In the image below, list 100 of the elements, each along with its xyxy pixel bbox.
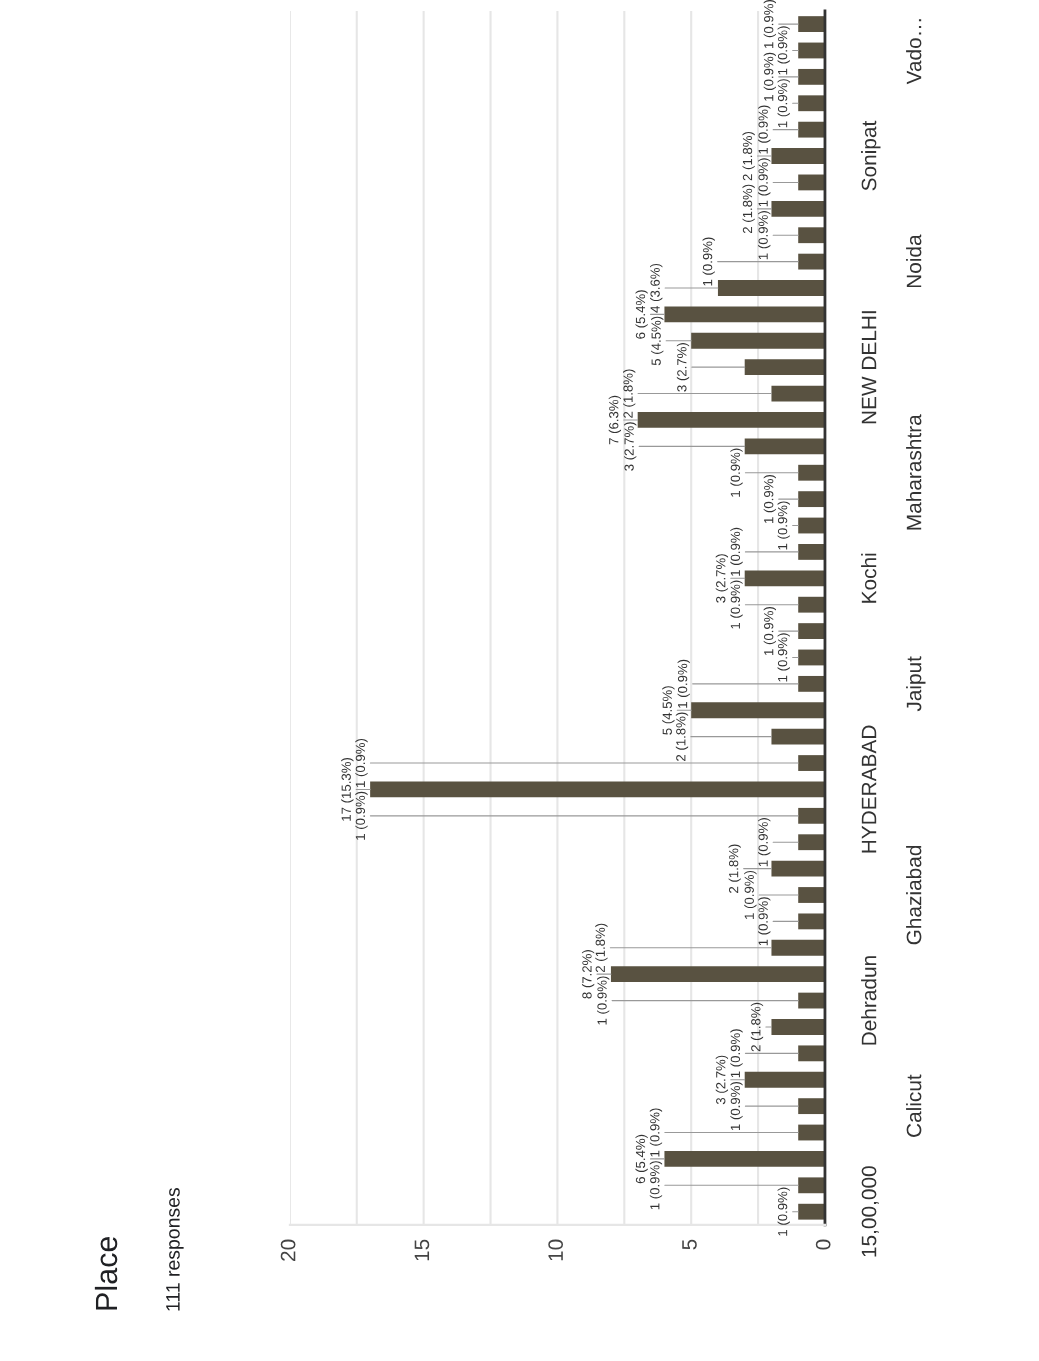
data-label: 1 (0.9%): [777, 26, 790, 75]
data-label: 1 (0.9%): [730, 448, 743, 497]
x-tick-label: 20: [280, 1239, 296, 1261]
data-label: 1 (0.9%): [777, 79, 790, 128]
data-label: 2 (1.8%): [750, 1002, 764, 1052]
data-label: 2 (1.8%): [623, 369, 636, 418]
y-tick-label: NEW DELHI: [861, 311, 877, 424]
bar: [798, 95, 825, 112]
y-tick-label: HYDERABAD: [861, 725, 877, 853]
bar: [798, 517, 825, 534]
y-tick-label: 15,00,000: [861, 1166, 879, 1257]
bar: [798, 464, 825, 481]
data-label: 1 (0.9%): [758, 158, 771, 207]
x-tick-label: 5: [682, 1239, 697, 1250]
bar: [798, 491, 825, 508]
data-label: 1 (0.9%): [597, 976, 610, 1025]
y-tick-label: Calicut: [906, 1074, 922, 1137]
data-label: 1 (0.9%): [763, 606, 776, 656]
data-label: 8 (7.2%): [581, 950, 595, 999]
bar: [798, 16, 825, 32]
y-tick-label: Sonipat: [861, 120, 881, 191]
data-label: 6 (5.4%): [635, 1134, 648, 1184]
bar: [798, 1177, 825, 1194]
data-label: 2 (1.8%): [675, 712, 689, 761]
bar: [771, 860, 825, 877]
bar: [798, 253, 825, 270]
bar: [691, 332, 825, 349]
x-tick-label: 0: [815, 1239, 831, 1250]
bar: [744, 359, 825, 376]
data-label: 6 (5.4%): [635, 290, 648, 339]
bar: [637, 412, 825, 428]
data-label: 1 (0.9%): [758, 105, 771, 154]
bar: [798, 1203, 825, 1220]
bar: [744, 570, 825, 587]
bar: [798, 887, 825, 903]
data-label: 4 (3.6%): [650, 263, 663, 313]
data-label: 1 (0.9%): [758, 818, 771, 867]
bar: [771, 200, 825, 217]
data-label: 1 (0.9%): [777, 501, 790, 550]
bar: [771, 728, 825, 745]
data-label: 1 (0.9%): [730, 1082, 743, 1131]
y-tick-label: Noida: [906, 234, 922, 288]
bar: [664, 1151, 825, 1167]
bar: [717, 280, 825, 296]
bar: [798, 1124, 825, 1141]
data-label: 1 (0.9%): [730, 527, 743, 576]
bar: [798, 227, 825, 244]
data-label: 1 (0.9%): [777, 633, 790, 682]
bar: [744, 1071, 825, 1088]
data-label: 2 (1.8%): [728, 844, 741, 893]
bar: [798, 755, 825, 771]
bar: [798, 675, 825, 692]
y-tick-label: Kochi: [861, 553, 877, 603]
bar: [798, 1045, 825, 1062]
bar: [798, 42, 825, 59]
bar: [691, 702, 825, 719]
text: Place: [94, 1236, 118, 1310]
y-tick-label: Dehradun: [861, 956, 877, 1045]
data-label: 5 (4.5%): [662, 686, 675, 735]
bar: [771, 939, 825, 956]
y-tick-label: Ghaziabad: [906, 845, 922, 945]
y-tick-label: Vado…: [906, 19, 922, 85]
data-label: 2 (1.8%): [595, 923, 608, 973]
data-label: 1 (0.9%): [763, 475, 776, 524]
y-tick-label: Jaiput: [906, 656, 926, 712]
bar: [798, 623, 825, 640]
y-tick-label: Maharashtra: [906, 414, 922, 530]
data-label: 1 (0.9%): [649, 1161, 663, 1210]
bar: [610, 966, 825, 983]
data-label: 1 (0.9%): [355, 738, 368, 787]
bar: [771, 148, 825, 164]
bar: [744, 438, 825, 455]
bar: [798, 596, 825, 613]
bar: [771, 385, 825, 402]
data-label: 5 (4.5%): [651, 316, 664, 366]
bar: [798, 913, 825, 930]
x-tick-label: 15: [414, 1239, 430, 1261]
data-label: 1 (0.9%): [763, 52, 776, 101]
data-label: 3 (2.7%): [676, 343, 690, 392]
data-label: 1 (0.9%): [355, 791, 368, 840]
data-label: 3 (2.7%): [715, 1055, 729, 1105]
data-label: 1 (0.9%): [730, 1029, 743, 1078]
bar: [798, 121, 825, 138]
bar: [798, 834, 825, 851]
data-label: 1 (0.9%): [758, 211, 771, 260]
bar: [664, 306, 825, 323]
data-label: 1 (0.9%): [702, 237, 715, 286]
data-label: 1 (0.9%): [744, 870, 757, 919]
x-tick-label: 10: [548, 1239, 564, 1261]
data-label: 2 (1.8%): [742, 184, 755, 234]
data-label: 1 (0.9%): [677, 659, 690, 708]
bar: [798, 992, 825, 1009]
data-label: 1 (0.9%): [758, 897, 771, 946]
data-label: 17 (15.3%): [341, 757, 354, 821]
bar: [798, 807, 825, 824]
data-label: 3 (2.7%): [715, 554, 729, 603]
data-label: 1 (0.9%): [777, 1187, 790, 1236]
data-label: 2 (1.8%): [742, 131, 755, 181]
bar: [798, 174, 825, 191]
data-label: 1 (0.9%): [649, 1108, 663, 1157]
